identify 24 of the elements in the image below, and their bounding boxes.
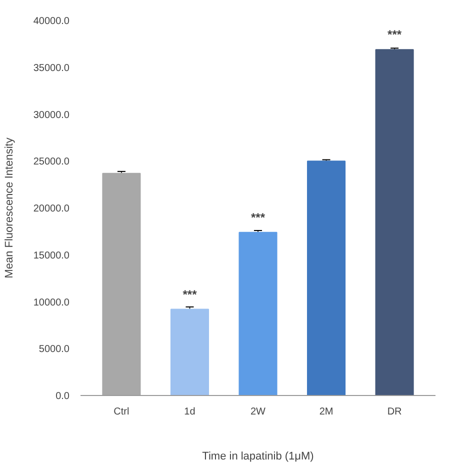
y-tick-label: 0.0 [56,391,70,402]
x-tick-label: 2W [250,406,266,418]
x-tick-label: 1d [184,406,196,418]
x-tick-label: Ctrl [114,406,130,418]
bar [375,49,414,396]
annotation: *** [250,210,266,224]
y-tick-label: 40000.0 [33,16,70,27]
bar [102,172,141,396]
bar [238,232,278,396]
annotation: *** [182,287,198,302]
x-tick-label: 2M [319,406,334,418]
bar [306,160,346,396]
y-tick-label: 5000.0 [38,344,70,356]
x-tick-label: DR [387,406,402,418]
bar [170,308,210,396]
y-tick-label: 25000.0 [33,156,70,168]
y-tick-label: 35000.0 [33,62,70,74]
y-tick-label: 10000.0 [33,297,70,308]
annotation: *** [388,28,402,42]
y-tick-label: 20000.0 [33,204,70,214]
y-tick-label: 15000.0 [33,250,70,262]
y-tick-label: 30000.0 [33,110,70,121]
x-axis-title: Time in lapatinib (1μM) [202,450,314,462]
y-axis-title: Mean Fluorescence Intensity [3,137,16,278]
